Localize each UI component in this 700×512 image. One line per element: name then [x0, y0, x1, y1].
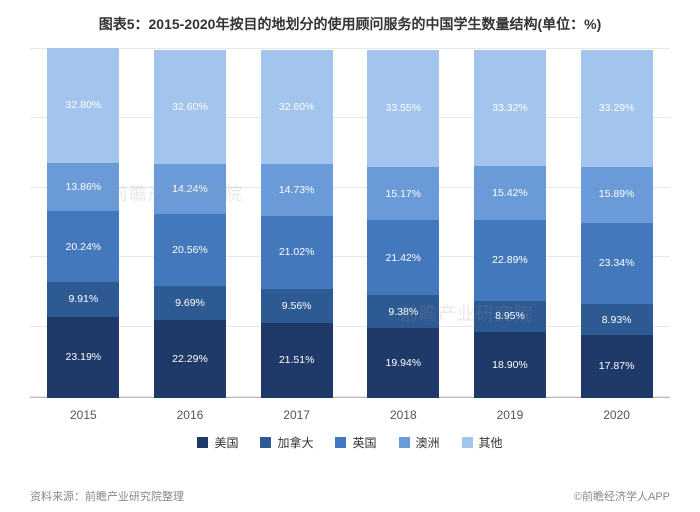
bar-segment: 14.24%	[154, 164, 226, 214]
chart-title: 图表5：2015-2020年按目的地划分的使用顾问服务的中国学生数量结构(单位：…	[0, 0, 700, 40]
legend-swatch	[335, 437, 346, 448]
bar-segment: 20.56%	[154, 214, 226, 286]
bar-segment: 9.38%	[367, 295, 439, 328]
bar-segment: 18.90%	[474, 332, 546, 398]
bar-segment: 9.56%	[261, 289, 333, 322]
x-axis-labels: 2015 2016 2017 2018 2019 2020	[30, 402, 670, 428]
bar-column: 18.90%8.95%22.89%15.42%33.32%	[474, 48, 546, 398]
bar-segment: 8.95%	[474, 301, 546, 332]
bar-segment: 17.87%	[581, 335, 653, 398]
bar-segment: 8.93%	[581, 304, 653, 335]
bar-segment: 9.69%	[154, 286, 226, 320]
bar-segment: 23.34%	[581, 223, 653, 305]
bar-column: 23.19%9.91%20.24%13.86%32.80%	[47, 48, 119, 398]
legend-label: 加拿大	[277, 434, 313, 451]
x-axis-label: 2015	[47, 408, 119, 422]
bar-segment: 20.24%	[47, 211, 119, 282]
x-axis-label: 2019	[474, 408, 546, 422]
bars-container: 23.19%9.91%20.24%13.86%32.80% 22.29%9.69%…	[30, 48, 670, 398]
legend-swatch	[462, 437, 473, 448]
legend-swatch	[399, 437, 410, 448]
x-axis-label: 2020	[581, 408, 653, 422]
bar-segment: 21.02%	[261, 216, 333, 290]
bar-segment: 15.17%	[367, 167, 439, 220]
legend: 美国 加拿大 英国 澳洲 其他	[0, 434, 700, 451]
legend-label: 其他	[479, 434, 503, 451]
x-axis-label: 2017	[261, 408, 333, 422]
chart-area: 23.19%9.91%20.24%13.86%32.80% 22.29%9.69%…	[30, 48, 670, 428]
x-axis-label: 2016	[154, 408, 226, 422]
bar-segment: 13.86%	[47, 163, 119, 212]
bar-segment: 32.60%	[261, 50, 333, 164]
bar-segment: 33.55%	[367, 50, 439, 167]
x-axis-label: 2018	[367, 408, 439, 422]
bar-segment: 15.89%	[581, 167, 653, 223]
legend-item: 英国	[335, 434, 376, 451]
legend-label: 澳洲	[416, 434, 440, 451]
bar-segment: 14.73%	[261, 164, 333, 216]
legend-swatch	[197, 437, 208, 448]
bar-segment: 22.89%	[474, 220, 546, 300]
bar-segment: 21.51%	[261, 323, 333, 398]
bar-segment: 21.42%	[367, 220, 439, 295]
bar-column: 19.94%9.38%21.42%15.17%33.55%	[367, 48, 439, 398]
legend-item: 美国	[197, 434, 238, 451]
bar-segment: 22.29%	[154, 320, 226, 398]
bar-segment: 33.29%	[581, 50, 653, 167]
bar-column: 17.87%8.93%23.34%15.89%33.29%	[581, 48, 653, 398]
bar-segment: 19.94%	[367, 328, 439, 398]
bar-segment: 23.19%	[47, 317, 119, 398]
bar-segment: 32.80%	[47, 48, 119, 163]
legend-swatch	[260, 437, 271, 448]
bar-segment: 15.42%	[474, 166, 546, 220]
legend-label: 美国	[214, 434, 238, 451]
legend-item: 加拿大	[260, 434, 313, 451]
legend-item: 澳洲	[399, 434, 440, 451]
bar-segment: 9.91%	[47, 282, 119, 317]
app-label: ©前瞻经济学人APP	[574, 488, 670, 504]
legend-label: 英国	[352, 434, 376, 451]
footer: 资料来源：前瞻产业研究院整理 ©前瞻经济学人APP	[30, 488, 670, 504]
bar-segment: 32.60%	[154, 50, 226, 164]
bar-column: 22.29%9.69%20.56%14.24%32.60%	[154, 48, 226, 398]
bar-segment: 33.32%	[474, 50, 546, 167]
source-label: 资料来源：前瞻产业研究院整理	[30, 488, 184, 504]
legend-item: 其他	[462, 434, 503, 451]
bar-column: 21.51%9.56%21.02%14.73%32.60%	[261, 48, 333, 398]
